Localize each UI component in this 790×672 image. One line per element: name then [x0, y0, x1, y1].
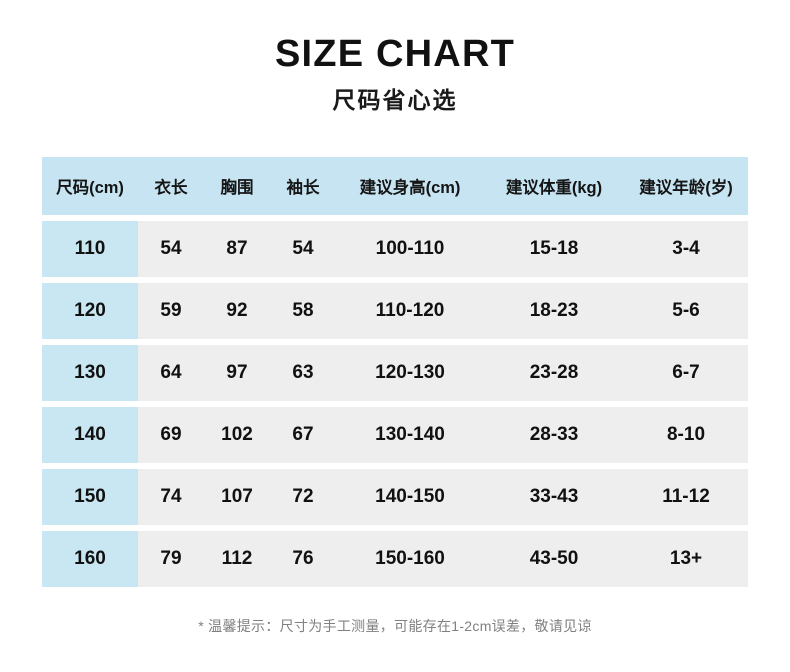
- table-row: 130 64 97 63 120-130 23-28 6-7: [42, 345, 748, 401]
- cell-weight: 18-23: [484, 283, 624, 339]
- cell-sleeve: 58: [270, 283, 336, 339]
- cell-length: 54: [138, 221, 204, 277]
- table-row: 150 74 107 72 140-150 33-43 11-12: [42, 469, 748, 525]
- column-header-age: 建议年龄(岁): [639, 179, 733, 197]
- cell-length: 69: [138, 407, 204, 463]
- cell-bust: 112: [204, 531, 270, 587]
- cell-age: 13+: [624, 531, 748, 587]
- cell-height: 110-120: [336, 283, 484, 339]
- cell-weight: 28-33: [484, 407, 624, 463]
- column-header-sleeve: 袖长: [286, 179, 320, 197]
- cell-size: 150: [42, 469, 138, 525]
- table-row: 110 54 87 54 100-110 15-18 3-4: [42, 221, 748, 277]
- column-header-bust: 胸围: [220, 179, 254, 197]
- cell-height: 120-130: [336, 345, 484, 401]
- table-row: 120 59 92 58 110-120 18-23 5-6: [42, 283, 748, 339]
- cell-size: 160: [42, 531, 138, 587]
- cell-weight: 15-18: [484, 221, 624, 277]
- cell-age: 6-7: [624, 345, 748, 401]
- cell-sleeve: 67: [270, 407, 336, 463]
- cell-sleeve: 54: [270, 221, 336, 277]
- cell-weight: 33-43: [484, 469, 624, 525]
- cell-weight: 23-28: [484, 345, 624, 401]
- cell-height: 140-150: [336, 469, 484, 525]
- column-header-weight: 建议体重(kg): [505, 179, 603, 197]
- column-header-height: 建议身高(cm): [359, 179, 461, 197]
- cell-length: 79: [138, 531, 204, 587]
- table-row: 160 79 112 76 150-160 43-50 13+: [42, 531, 748, 587]
- cell-bust: 87: [204, 221, 270, 277]
- cell-height: 150-160: [336, 531, 484, 587]
- size-chart-table: 尺码(cm) 衣长 胸围 袖长 建议身高(cm) 建议体重(kg) 建议年龄(岁…: [42, 157, 748, 587]
- cell-bust: 107: [204, 469, 270, 525]
- cell-bust: 97: [204, 345, 270, 401]
- cell-length: 59: [138, 283, 204, 339]
- cell-age: 11-12: [624, 469, 748, 525]
- cell-length: 74: [138, 469, 204, 525]
- title-block: SIZE CHART 尺码省心选: [0, 0, 790, 113]
- cell-size: 120: [42, 283, 138, 339]
- cell-length: 64: [138, 345, 204, 401]
- cell-age: 5-6: [624, 283, 748, 339]
- cell-size: 110: [42, 221, 138, 277]
- cell-age: 3-4: [624, 221, 748, 277]
- cell-sleeve: 63: [270, 345, 336, 401]
- column-header-length: 衣长: [154, 179, 188, 197]
- table-header-row: 尺码(cm) 衣长 胸围 袖长 建议身高(cm) 建议体重(kg) 建议年龄(岁…: [42, 157, 748, 215]
- cell-bust: 102: [204, 407, 270, 463]
- measurement-disclaimer: * 温馨提示：尺寸为手工测量，可能存在1-2cm误差，敬请见谅: [198, 618, 592, 634]
- page-subtitle: 尺码省心选: [332, 86, 458, 113]
- page-title: SIZE CHART: [275, 33, 515, 75]
- cell-sleeve: 72: [270, 469, 336, 525]
- cell-age: 8-10: [624, 407, 748, 463]
- cell-height: 130-140: [336, 407, 484, 463]
- cell-weight: 43-50: [484, 531, 624, 587]
- cell-sleeve: 76: [270, 531, 336, 587]
- cell-size: 140: [42, 407, 138, 463]
- column-header-size: 尺码(cm): [56, 179, 124, 197]
- cell-height: 100-110: [336, 221, 484, 277]
- table-row: 140 69 102 67 130-140 28-33 8-10: [42, 407, 748, 463]
- cell-bust: 92: [204, 283, 270, 339]
- cell-size: 130: [42, 345, 138, 401]
